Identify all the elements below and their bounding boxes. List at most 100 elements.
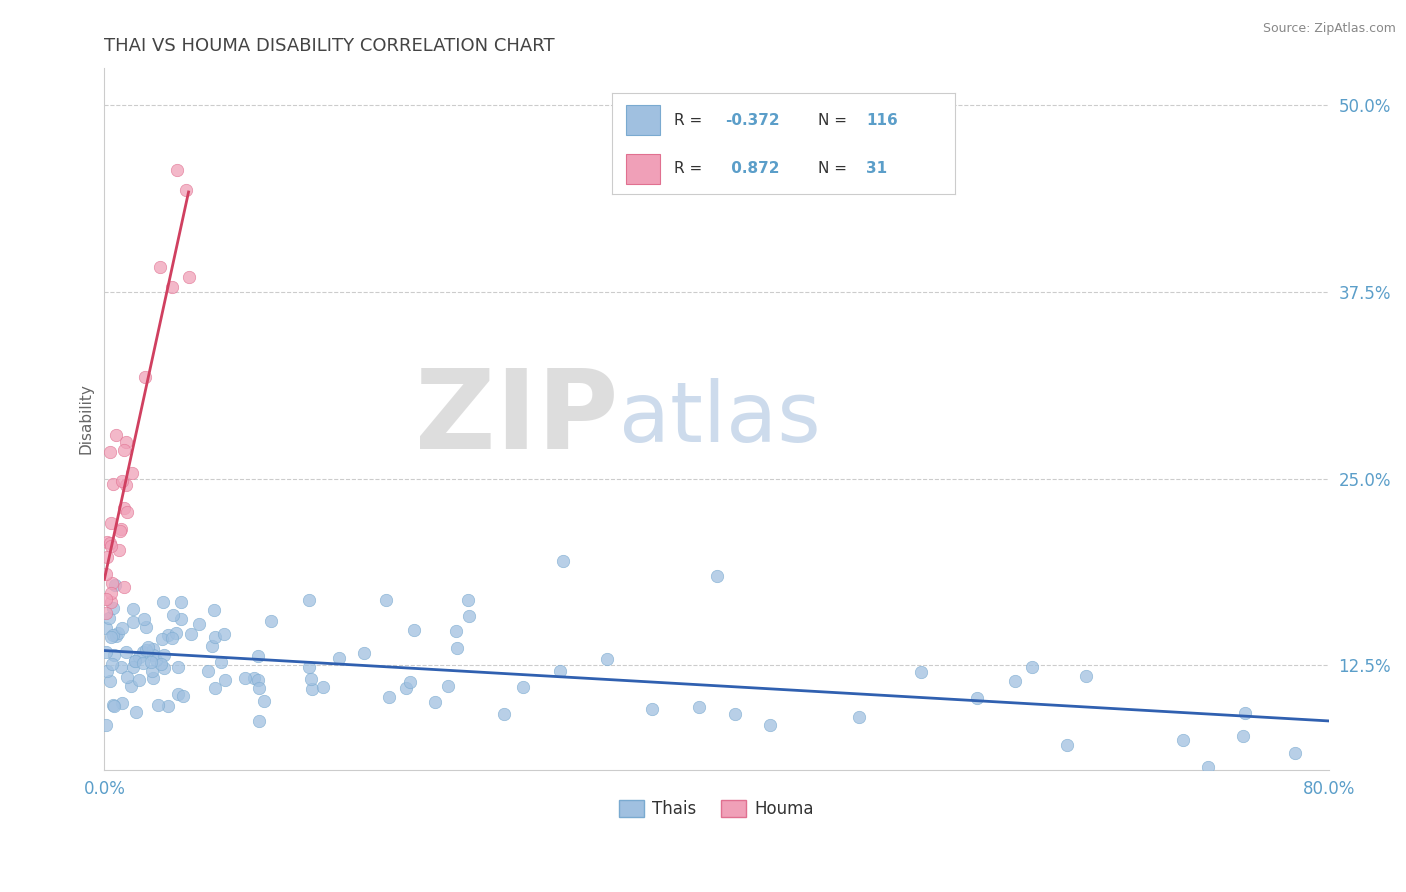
Point bbox=[174, 183, 197, 197]
Point bbox=[201, 639, 224, 653]
Point bbox=[142, 671, 165, 685]
Point bbox=[233, 671, 256, 685]
Point bbox=[1233, 706, 1256, 720]
Point bbox=[112, 500, 135, 515]
Point bbox=[457, 593, 479, 607]
Point bbox=[446, 641, 468, 656]
Point bbox=[301, 682, 323, 697]
Point bbox=[94, 592, 117, 607]
Point bbox=[107, 626, 129, 640]
Point bbox=[444, 624, 467, 638]
Point bbox=[104, 578, 127, 592]
Point bbox=[1197, 760, 1219, 774]
Text: atlas: atlas bbox=[619, 378, 820, 459]
Point bbox=[242, 672, 264, 686]
Point bbox=[122, 602, 145, 616]
Point bbox=[167, 660, 190, 674]
Point bbox=[156, 628, 179, 642]
Point bbox=[156, 698, 179, 713]
Point bbox=[375, 593, 398, 607]
Point bbox=[135, 620, 157, 634]
Point bbox=[1021, 659, 1043, 673]
Point bbox=[423, 695, 446, 709]
Point bbox=[101, 600, 124, 615]
Point bbox=[212, 627, 235, 641]
Legend: Thais, Houma: Thais, Houma bbox=[612, 793, 821, 825]
Point bbox=[110, 660, 132, 674]
Point bbox=[394, 681, 416, 696]
Point bbox=[103, 628, 125, 642]
Point bbox=[160, 631, 183, 645]
Point bbox=[204, 630, 226, 644]
Point bbox=[121, 466, 143, 480]
Point bbox=[122, 615, 145, 629]
Point bbox=[253, 693, 276, 707]
Point bbox=[132, 612, 155, 626]
Point bbox=[94, 717, 117, 731]
Point bbox=[132, 645, 155, 659]
Point bbox=[298, 593, 321, 607]
Text: ZIP: ZIP bbox=[415, 366, 619, 473]
Point bbox=[110, 522, 132, 536]
Point bbox=[101, 477, 124, 491]
Point bbox=[299, 672, 322, 686]
Point bbox=[96, 535, 118, 549]
Point bbox=[98, 611, 121, 625]
Point bbox=[458, 609, 481, 624]
Point bbox=[115, 670, 138, 684]
Point bbox=[246, 673, 269, 687]
Point bbox=[436, 679, 458, 693]
Point bbox=[135, 642, 157, 657]
Point bbox=[399, 675, 422, 690]
Point bbox=[353, 646, 375, 660]
Point bbox=[96, 566, 118, 581]
Point bbox=[247, 714, 270, 728]
Point bbox=[180, 626, 202, 640]
Point bbox=[115, 505, 138, 519]
Point bbox=[494, 707, 516, 722]
Point bbox=[100, 586, 122, 600]
Point bbox=[136, 640, 159, 654]
Point bbox=[101, 657, 124, 671]
Point bbox=[121, 660, 143, 674]
Point bbox=[160, 280, 183, 294]
Point bbox=[202, 603, 225, 617]
Text: THAI VS HOUMA DISABILITY CORRELATION CHART: THAI VS HOUMA DISABILITY CORRELATION CHA… bbox=[104, 37, 555, 55]
Point bbox=[209, 655, 232, 669]
Point bbox=[128, 673, 150, 687]
Point bbox=[94, 645, 117, 659]
Point bbox=[249, 681, 271, 695]
Point bbox=[98, 535, 121, 549]
Point bbox=[298, 660, 321, 674]
Point bbox=[150, 657, 173, 671]
Point bbox=[328, 651, 350, 665]
Point bbox=[153, 648, 176, 662]
Point bbox=[149, 260, 172, 275]
Point bbox=[115, 645, 138, 659]
Point bbox=[141, 664, 163, 678]
Point bbox=[101, 698, 124, 713]
Point bbox=[204, 681, 226, 695]
Point bbox=[170, 594, 193, 608]
Point bbox=[125, 705, 148, 719]
Point bbox=[103, 699, 125, 714]
Point bbox=[172, 689, 194, 703]
Point bbox=[108, 524, 131, 538]
Point bbox=[759, 717, 782, 731]
Point bbox=[1171, 732, 1194, 747]
Point bbox=[688, 700, 710, 714]
Point bbox=[142, 641, 165, 656]
Point bbox=[103, 648, 125, 662]
Point bbox=[100, 630, 122, 644]
Point bbox=[114, 478, 136, 492]
Point bbox=[104, 427, 127, 442]
Point bbox=[108, 543, 131, 558]
Point bbox=[152, 595, 174, 609]
Point bbox=[214, 673, 236, 687]
Point bbox=[145, 653, 167, 667]
Point bbox=[98, 445, 121, 459]
Point bbox=[96, 550, 118, 565]
Point bbox=[246, 649, 269, 664]
Point bbox=[124, 654, 146, 668]
Y-axis label: Disability: Disability bbox=[79, 384, 93, 454]
